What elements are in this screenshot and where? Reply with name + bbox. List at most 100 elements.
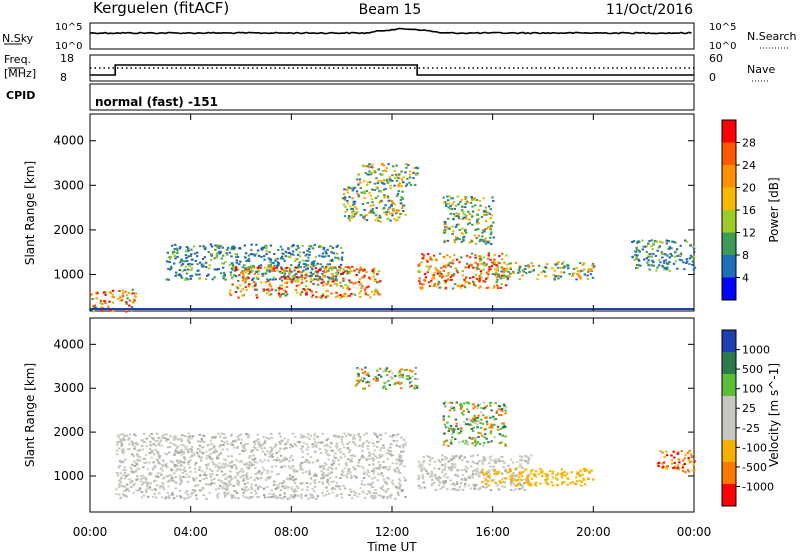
velocity-cell-0-648 xyxy=(191,492,193,494)
power-cell-1-321 xyxy=(255,244,257,246)
power-cell-4-102 xyxy=(367,173,369,175)
freq-tick-top: 18 xyxy=(60,52,74,65)
power-cell-5-137 xyxy=(449,256,451,258)
velocity-cell-2-117 xyxy=(518,476,520,478)
velocity-cell-0-1285 xyxy=(181,444,183,446)
power-cell-2-315 xyxy=(349,272,351,274)
velocity-cell-0-1080 xyxy=(144,458,146,460)
power-cell-8-107 xyxy=(679,254,681,256)
velocity-cell-0-1224 xyxy=(338,436,340,438)
velocity-cell-0-1136 xyxy=(195,462,197,464)
velocity-cell-0-1271 xyxy=(362,491,364,493)
power-cell-1-219 xyxy=(214,245,216,247)
velocity-cell-0-1054 xyxy=(380,495,382,497)
power-cell-1-446 xyxy=(265,245,267,247)
power-cell-2-295 xyxy=(267,267,269,269)
power-cell-5-218 xyxy=(435,259,437,261)
velocity-cell-4-190 xyxy=(463,410,465,412)
velocity-cell-0-1209 xyxy=(236,492,238,494)
power-cell-6-32 xyxy=(485,214,487,216)
power-cell-1-33 xyxy=(211,246,213,248)
power-cell-5-209 xyxy=(496,281,498,283)
power-cell-5-19 xyxy=(462,274,464,276)
noise-right-tick-top: 10^5 xyxy=(709,22,736,33)
velocity-cell-4-112 xyxy=(454,438,456,440)
power-cell-2-310 xyxy=(266,292,268,294)
velocity-cell-2-7 xyxy=(531,478,533,480)
velocity-cell-4-67 xyxy=(503,404,505,406)
velocity-cell-3-67 xyxy=(357,368,359,370)
power-cell-5-32 xyxy=(496,284,498,286)
velocity-cell-4-181 xyxy=(472,442,474,444)
velocity-cell-0-740 xyxy=(224,463,226,465)
velocity-cell-4-135 xyxy=(489,405,491,407)
power-cell-7-18 xyxy=(502,267,504,269)
power-cell-1-15 xyxy=(221,258,223,260)
power-cell-5-175 xyxy=(495,264,497,266)
power-cell-2-76 xyxy=(311,273,313,275)
velocity-cell-0-1163 xyxy=(165,465,167,467)
power-cell-7-24 xyxy=(569,273,571,275)
power-cell-6-123 xyxy=(452,230,454,232)
velocity-cell-0-738 xyxy=(300,465,302,467)
velocity-cell-4-170 xyxy=(477,405,479,407)
velocity-cell-4-50 xyxy=(497,426,499,428)
velocity-cell-0-1338 xyxy=(314,443,316,445)
velocity-cell-0-1244 xyxy=(304,461,306,463)
power-cell-5-151 xyxy=(483,256,485,258)
velocity-cell-0-608 xyxy=(366,493,368,495)
velocity-cell-0-238 xyxy=(124,477,126,479)
velocity-cell-0-610 xyxy=(393,440,395,442)
power-cell-1-62 xyxy=(322,253,324,255)
power-cell-8-145 xyxy=(676,255,678,257)
power-cell-2-265 xyxy=(254,273,256,275)
velocity-cell-0-865 xyxy=(388,466,390,468)
velocity-cell-0-1063 xyxy=(308,470,310,472)
velocity-cell-0-1155 xyxy=(380,438,382,440)
power-cell-2-234 xyxy=(334,267,336,269)
velocity-cell-5-40 xyxy=(693,460,695,462)
velocity-cell-0-324 xyxy=(306,489,308,491)
velocity-colorbar-label-0: 1000 xyxy=(742,344,770,357)
velocity-cell-0-37 xyxy=(124,486,126,488)
velocity-cell-0-990 xyxy=(400,462,402,464)
velocity-cell-5-34 xyxy=(674,467,676,469)
velocity-cell-0-55 xyxy=(134,465,136,467)
velocity-cell-0-1083 xyxy=(336,494,338,496)
velocity-cell-0-53 xyxy=(187,494,189,496)
velocity-cell-0-1003 xyxy=(331,481,333,483)
power-cell-6-182 xyxy=(456,224,458,226)
velocity-cell-0-597 xyxy=(194,468,196,470)
power-cell-4-93 xyxy=(412,177,414,179)
power-cell-1-78 xyxy=(214,249,216,251)
velocity-cell-0-918 xyxy=(390,443,392,445)
velocity-cell-0-327 xyxy=(240,434,242,436)
velocity-cell-1-264 xyxy=(418,465,420,467)
power-cell-2-83 xyxy=(237,297,239,299)
velocity-cell-0-1391 xyxy=(373,497,375,499)
velocity-cell-4-117 xyxy=(450,406,452,408)
velocity-cell-1-273 xyxy=(431,479,433,481)
power-cell-8-132 xyxy=(666,240,668,242)
velocity-cell-0-1079 xyxy=(155,445,157,447)
velocity-cell-0-1423 xyxy=(310,435,312,437)
velocity-cell-1-52 xyxy=(441,464,443,466)
velocity-cell-0-966 xyxy=(148,452,150,454)
power-cell-2-299 xyxy=(267,269,269,271)
power-cell-2-137 xyxy=(241,295,243,297)
velocity-cell-0-631 xyxy=(372,442,374,444)
velocity-cell-0-1066 xyxy=(185,446,187,448)
velocity-cell-2-134 xyxy=(566,477,568,479)
velocity-cell-0-1399 xyxy=(271,466,273,468)
velocity-cell-0-1059 xyxy=(136,463,138,465)
power-cell-3-70 xyxy=(362,216,364,218)
velocity-cell-0-1292 xyxy=(262,467,264,469)
power-cell-1-289 xyxy=(251,244,253,246)
power-cell-2-235 xyxy=(358,292,360,294)
velocity-colorbar-swatch-3 xyxy=(722,396,736,419)
velocity-cell-0-1148 xyxy=(244,443,246,445)
power-cell-8-88 xyxy=(686,261,688,263)
velocity-cell-0-818 xyxy=(129,434,131,436)
power-cell-1-356 xyxy=(298,264,300,266)
power-cell-6-143 xyxy=(484,228,486,230)
